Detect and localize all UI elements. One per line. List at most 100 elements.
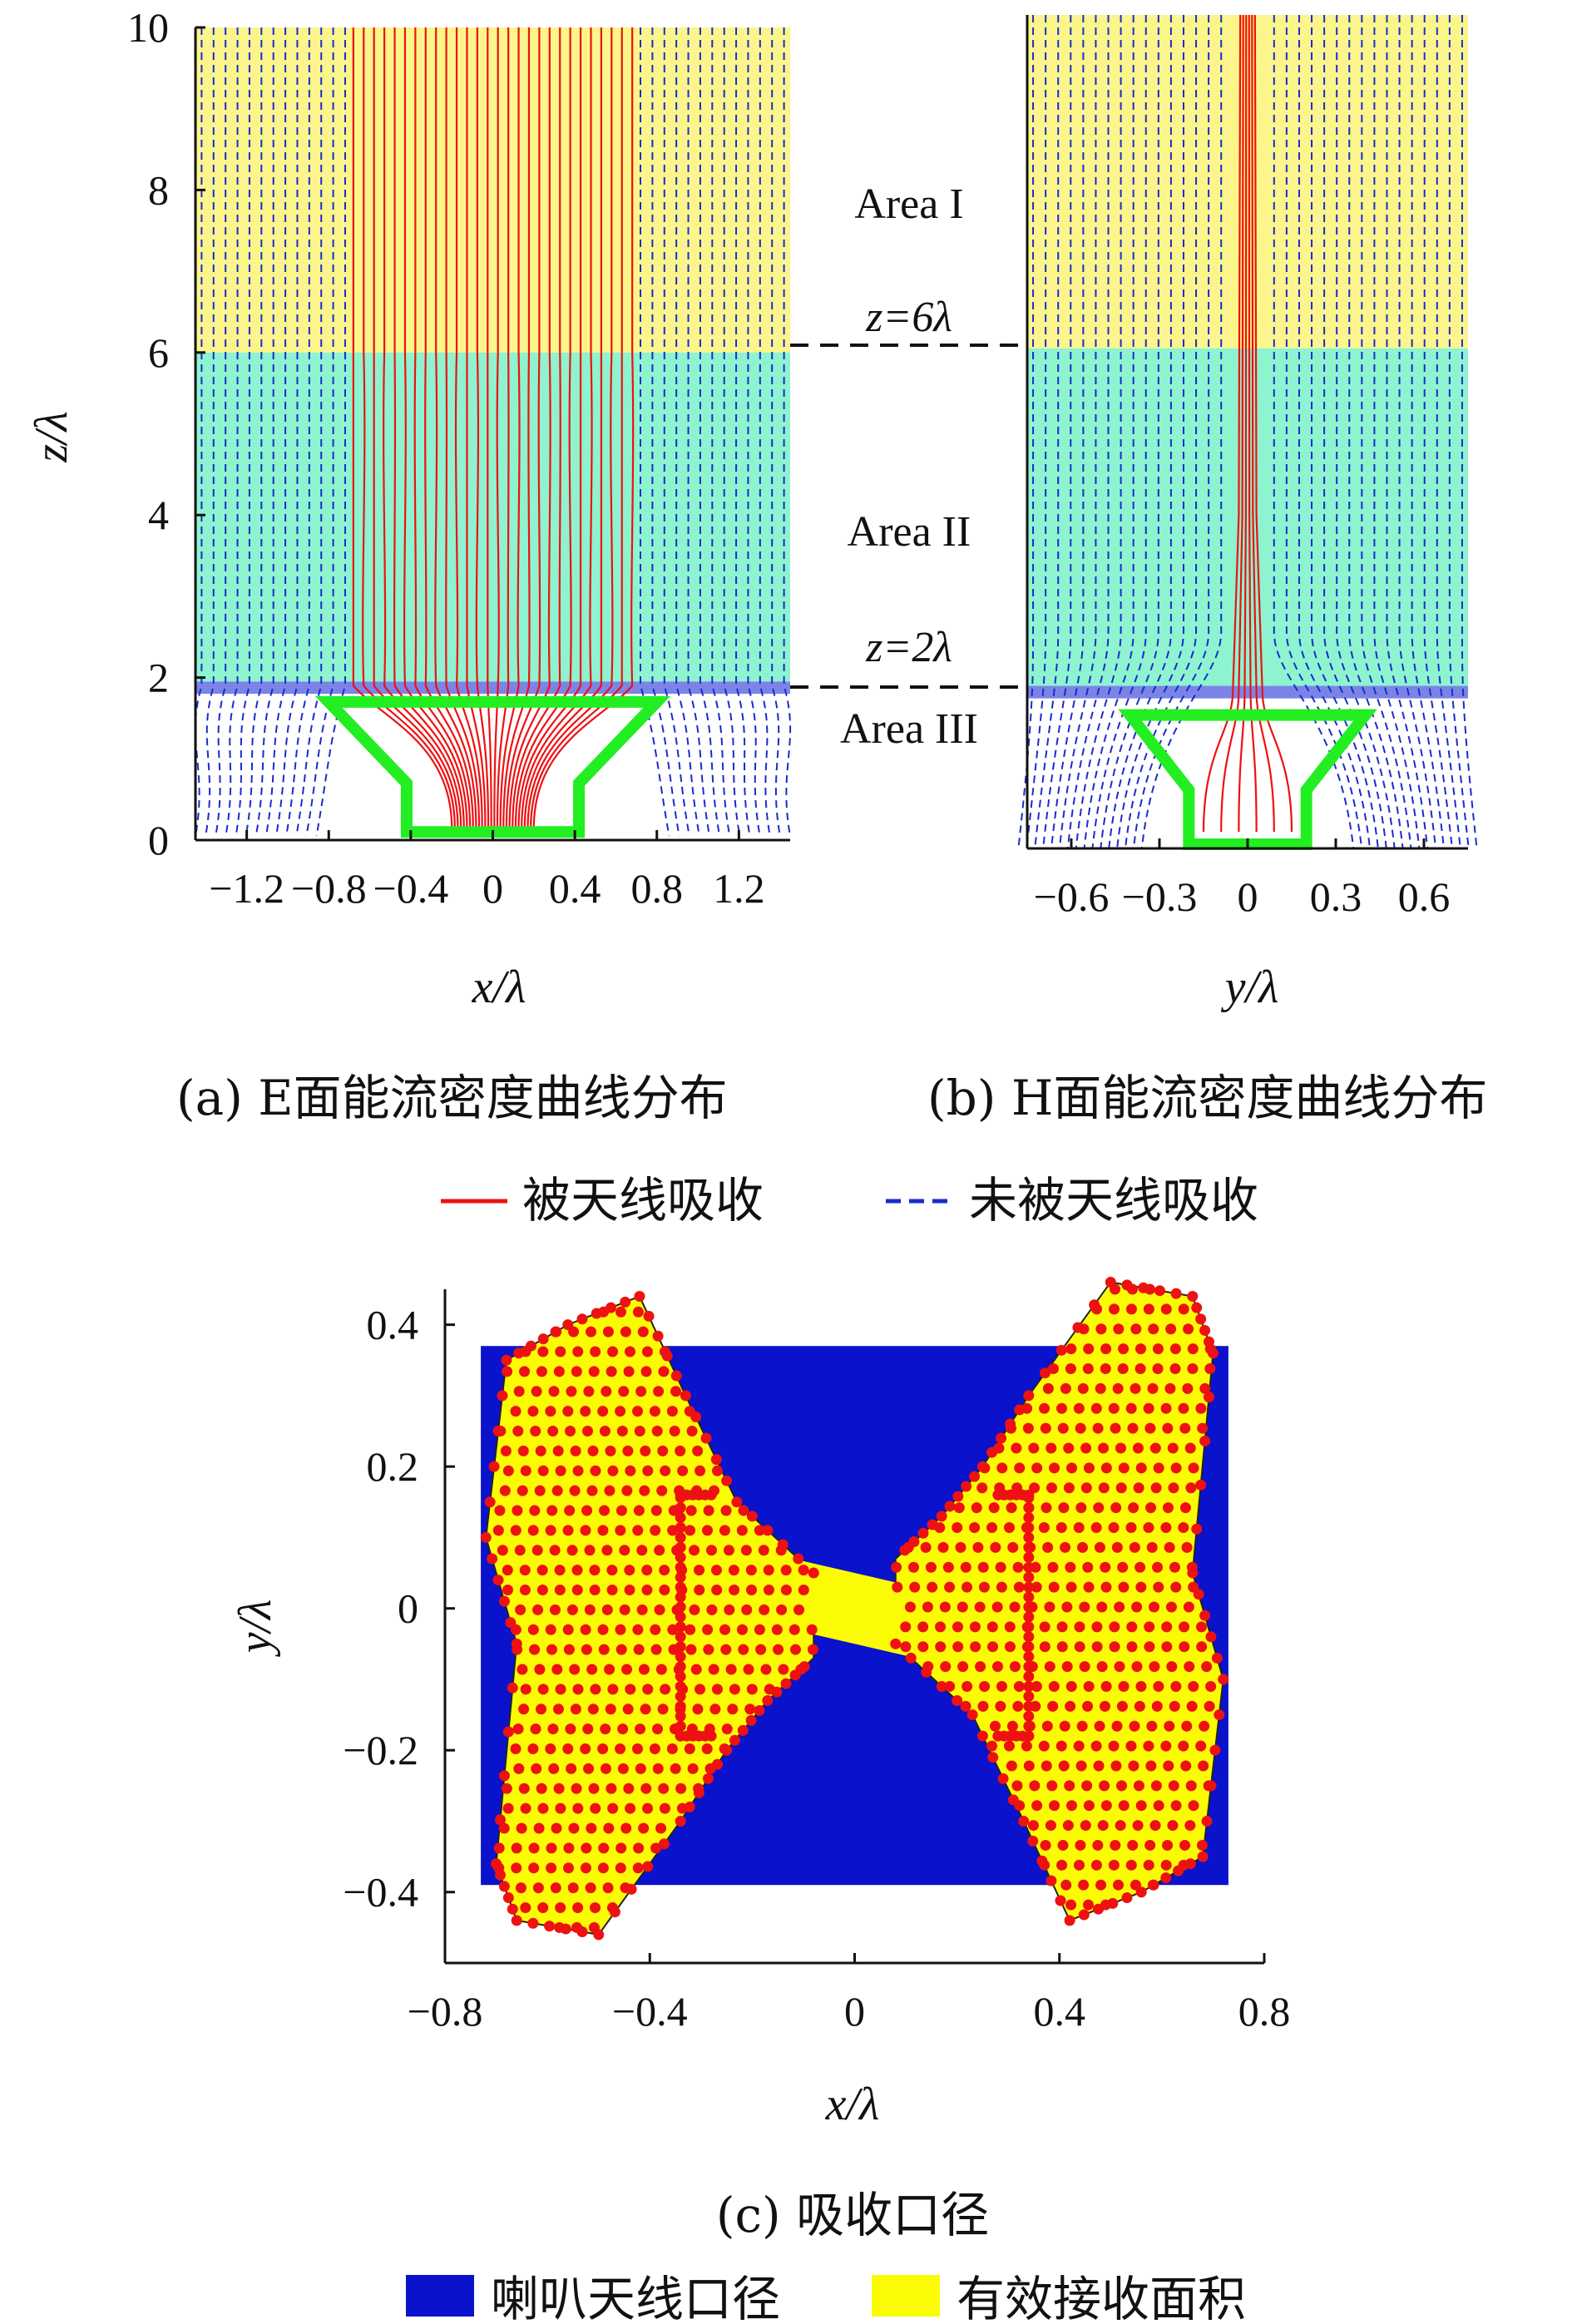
panel-c-point xyxy=(1075,1839,1086,1851)
panel-b-unabsorbed-line xyxy=(1017,15,1035,849)
panel-c-point xyxy=(1165,1323,1177,1335)
panel-b-unabsorbed-line xyxy=(1108,15,1172,849)
panel-c-point xyxy=(702,1624,714,1635)
panel-c-point xyxy=(515,1882,526,1894)
panel-c-bracket-point xyxy=(1023,1521,1035,1533)
panel-c-x-tick-label: 0.4 xyxy=(1034,1988,1086,2035)
panel-c-point xyxy=(598,1644,610,1655)
panel-c-point xyxy=(1143,1740,1154,1752)
panel-c-boundary-point xyxy=(1199,1324,1211,1336)
panel-c-point xyxy=(1095,1382,1106,1394)
panel-c-point xyxy=(1031,1680,1042,1692)
panel-c-point xyxy=(1055,1740,1067,1752)
panel-c-point xyxy=(995,1561,1006,1573)
panel-c-point xyxy=(1128,1502,1139,1514)
panel-c-point xyxy=(590,1465,601,1476)
panel-c-point xyxy=(944,1581,956,1593)
panel-c-point xyxy=(1091,1621,1103,1633)
panel-c-point xyxy=(1047,1362,1059,1374)
panel-c-boundary-point xyxy=(511,1638,522,1649)
panel-c-boundary-point xyxy=(1209,1744,1221,1756)
panel-c-point xyxy=(619,1545,630,1556)
panel-c-boundary-point xyxy=(537,1333,549,1345)
panel-b-unabsorbed-line xyxy=(1058,15,1097,849)
panel-c-point xyxy=(1096,1661,1108,1673)
panel-c-point xyxy=(991,1601,1003,1613)
panel-c-boundary-point xyxy=(976,1730,988,1742)
panel-c-point xyxy=(1048,1581,1060,1593)
panel-c-point xyxy=(773,1644,784,1655)
panel-a-unabsorbed-line xyxy=(675,27,700,837)
panel-b-x-tick-label: 0.6 xyxy=(1398,873,1451,920)
panel-c-point xyxy=(517,1445,529,1456)
panel-c-point xyxy=(620,1822,632,1834)
panel-c-point xyxy=(1195,1402,1207,1414)
panel-c-point xyxy=(1060,1879,1072,1891)
panel-c-point xyxy=(586,1326,597,1338)
panel-c-point xyxy=(623,1366,635,1377)
panel-c-point xyxy=(1006,1760,1017,1772)
panel-c-point xyxy=(720,1505,732,1516)
panel-b-unabsorbed-line xyxy=(1050,15,1085,849)
panel-c-point xyxy=(944,1680,956,1692)
panel-c-boundary-point xyxy=(488,1461,500,1472)
panel-b-unabsorbed-line xyxy=(1034,15,1060,849)
panel-a-y-tick-label: 6 xyxy=(148,329,169,376)
panel-c-point xyxy=(989,1720,1001,1732)
panel-c-point xyxy=(554,1585,566,1596)
panel-c-point xyxy=(1145,1760,1157,1772)
panel-c-point xyxy=(1057,1839,1069,1851)
panel-c-point xyxy=(689,1545,700,1556)
panel-c-point xyxy=(532,1882,544,1894)
panel-c-bracket-point xyxy=(1023,1690,1035,1702)
panel-c-boundary-point xyxy=(1195,1313,1207,1325)
panel-c-point xyxy=(952,1521,963,1533)
panel-c-point xyxy=(670,1763,681,1774)
panel-c-point xyxy=(1038,1740,1050,1752)
panel-c-bracket-point xyxy=(1023,1489,1035,1501)
panel-c-point xyxy=(952,1641,964,1653)
panel-c-point xyxy=(1131,1661,1143,1673)
panel-c-point xyxy=(942,1561,954,1573)
panel-c-point xyxy=(517,1664,528,1675)
panel-c-point xyxy=(1160,1303,1172,1315)
panel-c-point xyxy=(686,1426,698,1437)
panel-c-point xyxy=(502,1366,513,1377)
panel-c-point xyxy=(1152,1561,1164,1573)
panel-c-point xyxy=(492,1525,504,1536)
panel-c-bracket-point xyxy=(1023,1551,1035,1563)
panel-c-boundary-point xyxy=(1211,1652,1223,1664)
panel-c-point xyxy=(900,1621,912,1633)
panel-c-point xyxy=(755,1644,767,1655)
panel-a-unabsorbed-line xyxy=(315,27,346,837)
panel-c-point xyxy=(572,1684,584,1695)
panel-c-point xyxy=(1066,1462,1078,1474)
panel-c-point xyxy=(658,1783,670,1794)
panel-c-point xyxy=(537,1346,549,1357)
panel-c-point xyxy=(1058,1502,1070,1514)
panel-c-point xyxy=(1199,1720,1210,1732)
panel-c-point xyxy=(1063,1442,1075,1454)
panel-c-point xyxy=(1144,1839,1156,1851)
panel-c-point xyxy=(1108,1521,1120,1533)
panel-c-bracket-point xyxy=(1023,1591,1035,1603)
panel-c-point xyxy=(1127,1839,1139,1851)
panel-c-point xyxy=(598,1842,610,1854)
panel-c-point xyxy=(1042,1541,1054,1553)
panel-c-boundary-point xyxy=(550,1326,561,1338)
panel-c-point xyxy=(1073,1402,1085,1414)
panel-c-point xyxy=(513,1386,525,1397)
panel-c-point xyxy=(1065,1899,1077,1911)
panel-c-point xyxy=(1153,1800,1164,1812)
panel-c-bracket-point xyxy=(675,1710,686,1722)
panel-c-point xyxy=(763,1565,774,1576)
panel-c-point xyxy=(568,1822,580,1834)
panel-c-point xyxy=(689,1604,700,1615)
panel-c-point xyxy=(623,1783,635,1794)
panel-c-point xyxy=(1130,1323,1142,1335)
panel-c-boundary-point xyxy=(1138,1282,1149,1293)
panel-c-bracket-point xyxy=(1023,1671,1035,1683)
panel-c-point xyxy=(996,1680,1008,1692)
panel-c-point xyxy=(957,1601,968,1613)
panel-c-bracket-point xyxy=(675,1512,686,1524)
